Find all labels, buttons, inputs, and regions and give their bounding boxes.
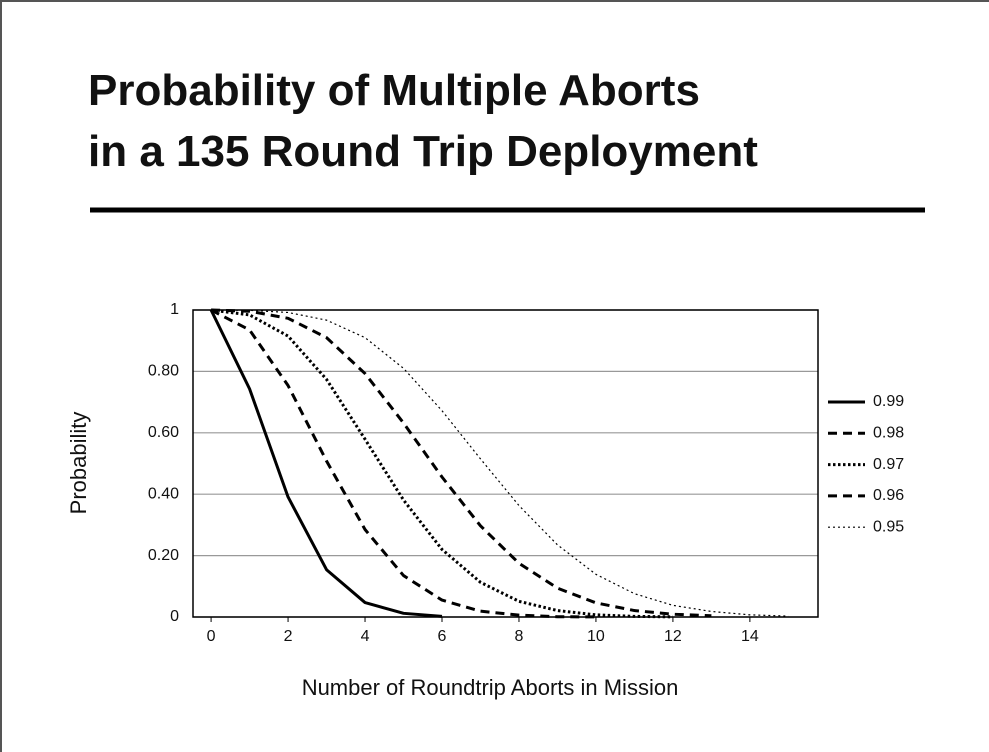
legend-label: 0.98 — [873, 425, 904, 442]
line-series — [210, 308, 596, 619]
line-series — [209, 309, 443, 618]
y-tick-label: 0.20 — [148, 547, 179, 564]
x-tick-label: 10 — [587, 628, 605, 645]
x-tick-label: 0 — [207, 628, 216, 645]
x-tick-label: 2 — [284, 628, 293, 645]
chart-title: in a 135 Round Trip Deployment — [88, 127, 758, 176]
x-tick-label: 4 — [361, 628, 370, 645]
y-tick-label: 1 — [170, 301, 179, 318]
x-tick-label: 8 — [515, 628, 524, 645]
x-axis-label: Number of Roundtrip Aborts in Mission — [302, 675, 679, 700]
legend-label: 0.99 — [873, 393, 904, 410]
legend-label: 0.97 — [873, 456, 904, 473]
line-series — [211, 308, 712, 618]
y-tick-label: 0 — [170, 608, 179, 625]
y-axis-label: Probability — [66, 412, 91, 515]
legend-label: 0.95 — [873, 518, 904, 535]
y-tick-label: 0.60 — [148, 424, 179, 441]
line-series — [211, 309, 789, 617]
x-tick-label: 14 — [741, 628, 759, 645]
x-tick-label: 6 — [438, 628, 447, 645]
x-tick-label: 12 — [664, 628, 682, 645]
y-tick-label: 0.40 — [148, 485, 179, 502]
chart-title: Probability of Multiple Aborts — [88, 66, 700, 115]
legend-label: 0.96 — [873, 487, 904, 504]
plot-frame — [192, 309, 819, 618]
y-tick-label: 0.80 — [148, 363, 179, 380]
line-series — [210, 308, 673, 619]
